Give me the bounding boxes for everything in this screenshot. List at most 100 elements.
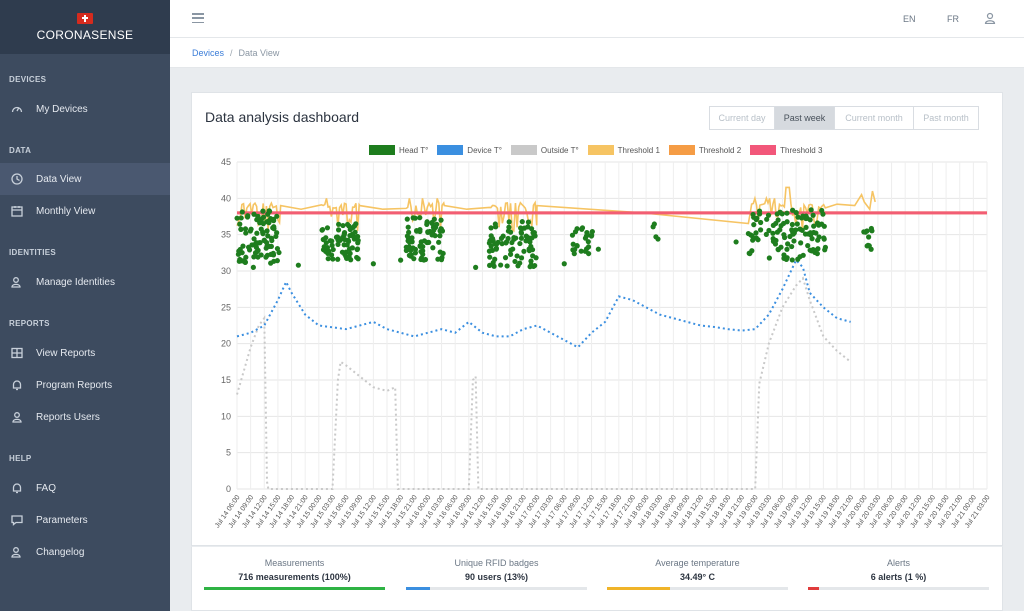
head-temp-point <box>578 248 584 254</box>
head-temp-point <box>439 228 446 234</box>
head-temp-point <box>802 231 809 237</box>
head-temp-point <box>335 256 341 262</box>
head-temp-point <box>795 214 801 220</box>
head-temp-point <box>417 243 423 249</box>
range-past-month-button[interactable]: Past month <box>913 106 979 130</box>
head-temp-point <box>807 217 813 223</box>
head-temp-point <box>330 246 336 253</box>
head-temp-point <box>417 215 423 221</box>
head-temp-point <box>409 239 415 245</box>
legend-swatch <box>750 145 777 155</box>
legend-threshold-1[interactable]: Threshold 1 <box>587 145 660 155</box>
head-temp-point <box>335 241 341 247</box>
legend-swatch <box>510 145 537 155</box>
head-temp-point <box>436 239 442 245</box>
head-temp-point <box>511 236 517 242</box>
sidebar-item-changelog[interactable]: Changelog <box>0 536 170 568</box>
head-temp-point <box>493 245 499 251</box>
head-temp-point <box>588 233 595 239</box>
y-tick-label: 30 <box>221 266 231 276</box>
head-temp-point <box>274 230 280 236</box>
sidebar-item-view-reports[interactable]: View Reports <box>0 337 170 369</box>
head-temp-point <box>789 243 795 250</box>
head-temp-point <box>270 216 277 223</box>
head-temp-point <box>579 225 586 231</box>
head-temp-point <box>487 254 493 260</box>
head-temp-point <box>572 247 578 253</box>
head-temp-point <box>410 215 416 221</box>
head-temp-point <box>405 238 411 244</box>
legend-threshold-2[interactable]: Threshold 2 <box>668 145 741 155</box>
head-temp-point <box>789 257 795 263</box>
user-account-icon[interactable] <box>984 12 996 24</box>
head-temp-point <box>439 254 445 261</box>
head-temp-point <box>586 250 592 257</box>
sidebar-item-reports-users[interactable]: Reports Users <box>0 401 170 433</box>
stat-progress-fill <box>406 587 430 590</box>
sidebar-item-program-reports[interactable]: Program Reports <box>0 369 170 401</box>
head-temp-point <box>409 235 415 241</box>
head-temp-point <box>354 246 361 252</box>
language-en-button[interactable]: EN <box>903 14 916 24</box>
range-current-month-button[interactable]: Current month <box>834 106 914 130</box>
head-temp-point <box>517 240 523 247</box>
head-temp-point <box>506 219 512 225</box>
dashboard-title: Data analysis dashboard <box>205 109 360 125</box>
legend-threshold-3[interactable]: Threshold 3 <box>750 145 822 155</box>
head-temp-point <box>325 250 331 257</box>
sidebar-item-parameters[interactable]: Parameters <box>0 504 170 536</box>
head-temp-point <box>569 232 576 238</box>
head-temp-point <box>489 235 496 242</box>
head-temp-point <box>866 234 872 240</box>
head-temp-point <box>777 227 783 233</box>
head-temp-point <box>295 262 301 268</box>
breadcrumb-current: Data View <box>238 47 280 58</box>
head-temp-point <box>238 215 244 221</box>
sidebar-item-monthly-view[interactable]: Monthly View <box>0 195 170 227</box>
head-temp-point <box>595 246 601 252</box>
range-current-day-button[interactable]: Current day <box>709 106 775 130</box>
sidebar-item-manage-identities[interactable]: Manage Identities <box>0 266 170 298</box>
head-temp-point <box>431 227 437 233</box>
head-temp-point <box>518 235 525 241</box>
head-temp-point <box>324 225 331 231</box>
sidebar-item-faq[interactable]: FAQ <box>0 472 170 504</box>
head-temp-point <box>412 250 419 256</box>
sidebar-item-my-devices[interactable]: My Devices <box>0 93 170 125</box>
head-temp-point <box>808 207 814 213</box>
legend-device-temp[interactable]: Device T° <box>437 145 502 155</box>
range-past-week-button[interactable]: Past week <box>774 106 835 130</box>
head-temp-point <box>251 236 257 242</box>
sidebar-item-label: View Reports <box>36 347 96 359</box>
head-temp-point <box>526 235 533 241</box>
legend-head-temp[interactable]: Head T° <box>369 145 428 155</box>
head-temp-point <box>821 235 827 241</box>
threshold-1-line <box>236 186 876 233</box>
sidebar-item-label: My Devices <box>36 103 88 115</box>
head-temp-point <box>274 246 281 252</box>
hamburger-menu-icon[interactable] <box>192 13 204 23</box>
head-temp-point <box>733 239 739 245</box>
sidebar-item-label: Program Reports <box>36 379 113 391</box>
language-fr-button[interactable]: FR <box>947 14 959 24</box>
head-temp-point <box>518 255 525 261</box>
head-temp-point <box>340 222 346 229</box>
head-temp-point <box>254 240 260 246</box>
head-temp-point <box>775 247 781 253</box>
head-temp-point <box>426 239 432 245</box>
head-temp-point <box>784 255 790 261</box>
sidebar-item-data-view[interactable]: Data View <box>0 163 170 195</box>
stat-label: Unique RFID badges <box>454 558 539 568</box>
nav-section-data: DATA <box>9 146 32 155</box>
head-temp-point <box>784 210 790 216</box>
head-temp-point <box>353 221 359 227</box>
stat-value: 716 measurements (100%) <box>238 572 351 582</box>
head-temp-point <box>780 220 787 227</box>
brand[interactable]: CORONASENSE <box>0 0 170 54</box>
breadcrumb-devices-link[interactable]: Devices <box>192 47 225 58</box>
head-temp-point <box>753 230 759 236</box>
legend-outside-temp[interactable]: Outside T° <box>510 145 579 155</box>
head-temp-point <box>756 208 763 214</box>
head-temp-point <box>336 221 342 227</box>
